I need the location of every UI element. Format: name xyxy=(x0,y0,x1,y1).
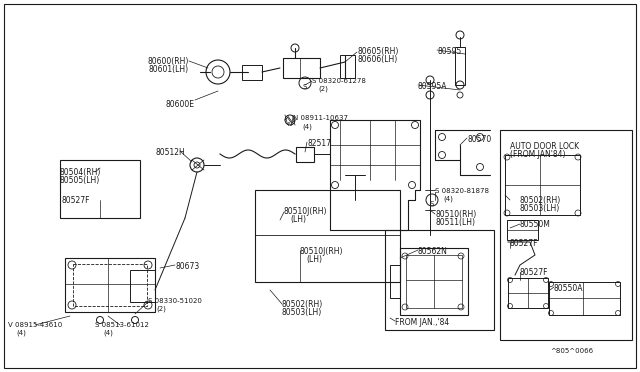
Bar xyxy=(390,265,400,298)
Text: N: N xyxy=(288,122,292,126)
Text: N 08911-10637: N 08911-10637 xyxy=(293,115,348,121)
Bar xyxy=(507,220,538,240)
Text: 80550M: 80550M xyxy=(520,220,551,229)
Text: (4): (4) xyxy=(103,330,113,337)
Text: 80510J(RH): 80510J(RH) xyxy=(300,247,344,256)
Text: S 08320-81878: S 08320-81878 xyxy=(435,188,489,194)
Bar xyxy=(455,47,465,85)
Text: S 08320-61278: S 08320-61278 xyxy=(312,78,366,84)
Text: (4): (4) xyxy=(443,196,453,202)
Text: 80512H: 80512H xyxy=(155,148,185,157)
Bar xyxy=(296,147,314,162)
Bar xyxy=(400,248,468,315)
Text: 80570: 80570 xyxy=(467,135,492,144)
Text: S: S xyxy=(430,201,434,207)
Text: 80527F: 80527F xyxy=(520,268,548,277)
Bar xyxy=(340,55,355,78)
Text: 80605(RH): 80605(RH) xyxy=(357,47,398,56)
Text: 80527F: 80527F xyxy=(510,239,538,248)
Bar xyxy=(255,190,400,282)
Text: S: S xyxy=(303,84,307,90)
Text: (2): (2) xyxy=(318,86,328,93)
Text: AUTO DOOR LOCK: AUTO DOOR LOCK xyxy=(510,142,579,151)
Text: (FROM JAN'84): (FROM JAN'84) xyxy=(510,150,566,159)
Text: (4): (4) xyxy=(302,123,312,129)
Text: (LH): (LH) xyxy=(306,255,322,264)
Bar xyxy=(130,270,155,302)
Text: 80510(RH): 80510(RH) xyxy=(435,210,476,219)
Text: 80550A: 80550A xyxy=(554,284,584,293)
Text: 80511(LH): 80511(LH) xyxy=(435,218,475,227)
Text: 80502(RH): 80502(RH) xyxy=(282,300,323,309)
Bar xyxy=(505,155,580,215)
Bar xyxy=(73,264,147,306)
Text: 80673: 80673 xyxy=(175,262,199,271)
Text: 80595: 80595 xyxy=(437,47,461,56)
Text: 80510J(RH): 80510J(RH) xyxy=(284,207,328,216)
Text: 80601(LH): 80601(LH) xyxy=(149,65,189,74)
Bar xyxy=(549,282,620,315)
Text: FROM JAN.,'84: FROM JAN.,'84 xyxy=(395,318,449,327)
Bar xyxy=(500,130,632,340)
Text: 80504(RH): 80504(RH) xyxy=(60,168,101,177)
Bar xyxy=(283,58,320,78)
Bar xyxy=(385,230,494,330)
Text: S 08330-51020: S 08330-51020 xyxy=(148,298,202,304)
Text: 80505(LH): 80505(LH) xyxy=(60,176,100,185)
Text: (2): (2) xyxy=(156,306,166,312)
Text: 80600(RH): 80600(RH) xyxy=(148,57,189,66)
Text: V 08915-43610: V 08915-43610 xyxy=(8,322,62,328)
Text: 80562N: 80562N xyxy=(418,247,448,256)
Text: 80503(LH): 80503(LH) xyxy=(282,308,323,317)
Text: 80502(RH): 80502(RH) xyxy=(520,196,561,205)
Text: S 08513-61012: S 08513-61012 xyxy=(95,322,149,328)
Text: 82517: 82517 xyxy=(307,139,331,148)
Text: (4): (4) xyxy=(16,330,26,337)
Bar xyxy=(242,65,262,80)
Text: 80600E: 80600E xyxy=(166,100,195,109)
Bar xyxy=(508,278,548,308)
Text: 80503(LH): 80503(LH) xyxy=(520,204,560,213)
Text: (LH): (LH) xyxy=(290,215,306,224)
Text: 80606(LH): 80606(LH) xyxy=(357,55,397,64)
Text: ^805^0066: ^805^0066 xyxy=(550,348,593,354)
Text: 80595A: 80595A xyxy=(418,82,447,91)
Bar xyxy=(65,258,155,312)
Bar xyxy=(406,255,462,308)
Bar xyxy=(60,160,140,218)
Text: 80527F: 80527F xyxy=(62,196,90,205)
